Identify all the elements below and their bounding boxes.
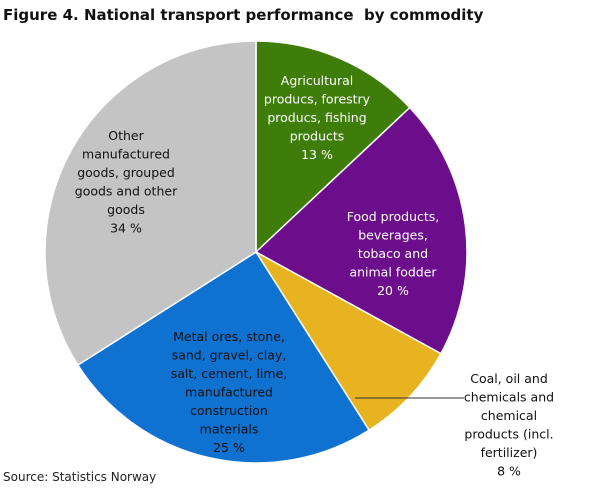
slice-label-line: 8 %: [497, 464, 521, 479]
slice-label-line: products (incl.: [464, 427, 553, 442]
slice-label-line: animal fodder: [349, 265, 437, 280]
slice-label-line: salt, cement, lime,: [171, 366, 287, 381]
slice-label-line: 20 %: [377, 283, 409, 298]
slice-label-line: manufactured: [82, 147, 170, 162]
slice-label-line: Food products,: [347, 209, 440, 224]
slice-label-line: sand, gravel, clay,: [172, 348, 287, 363]
slice-label-line: goods and other: [75, 184, 178, 199]
slice-label-line: Coal, oil and: [470, 371, 548, 386]
slice-label-line: 34 %: [110, 221, 142, 236]
slice-label-line: producs, fishing: [267, 110, 366, 125]
slice-label-line: products: [290, 129, 345, 144]
slice-label-line: Other: [108, 128, 144, 143]
chart-title: Figure 4. National transport performance…: [3, 6, 484, 24]
slice-label-line: 25 %: [213, 440, 245, 455]
slice-label-line: tobaco and: [358, 246, 428, 261]
pie-slice: [255, 40, 411, 254]
pie-slice: [76, 250, 371, 464]
slice-label-line: goods, grouped: [77, 165, 175, 180]
slice-label-line: Agricultural: [281, 73, 353, 88]
slice-label-line: 13 %: [301, 147, 333, 162]
pie-slice: [255, 251, 442, 432]
slice-label-line: beverages,: [358, 228, 428, 243]
slice-label-line: chemical: [481, 408, 537, 423]
slice-label: Agricultural producs, forestry producs, fi…: [264, 73, 371, 162]
slice-label-line: goods: [107, 202, 145, 217]
slice-label-line: materials: [200, 422, 259, 437]
slice-label-line: chemicals and: [464, 390, 554, 405]
slice-label-line: construction: [190, 403, 268, 418]
slice-label-line: fertilizer): [481, 445, 538, 460]
pie-slice: [254, 106, 468, 355]
slice-label: Coal, oil and chemicals and chemical produc…: [464, 371, 554, 479]
slice-label-line: Metal ores, stone,: [173, 329, 285, 344]
slice-label: Food products, beverages, tobaco and animal…: [347, 209, 440, 298]
slice-label: Metal ores, stone, sand, gravel, clay, sal…: [171, 329, 287, 455]
source-note: Source: Statistics Norway: [3, 470, 157, 484]
slice-label-line: manufactured: [185, 385, 273, 400]
pie-slice: [44, 40, 257, 367]
slice-label: Other manufactured goods, grouped goods and…: [75, 128, 178, 236]
slice-label-line: producs, forestry: [264, 92, 371, 107]
